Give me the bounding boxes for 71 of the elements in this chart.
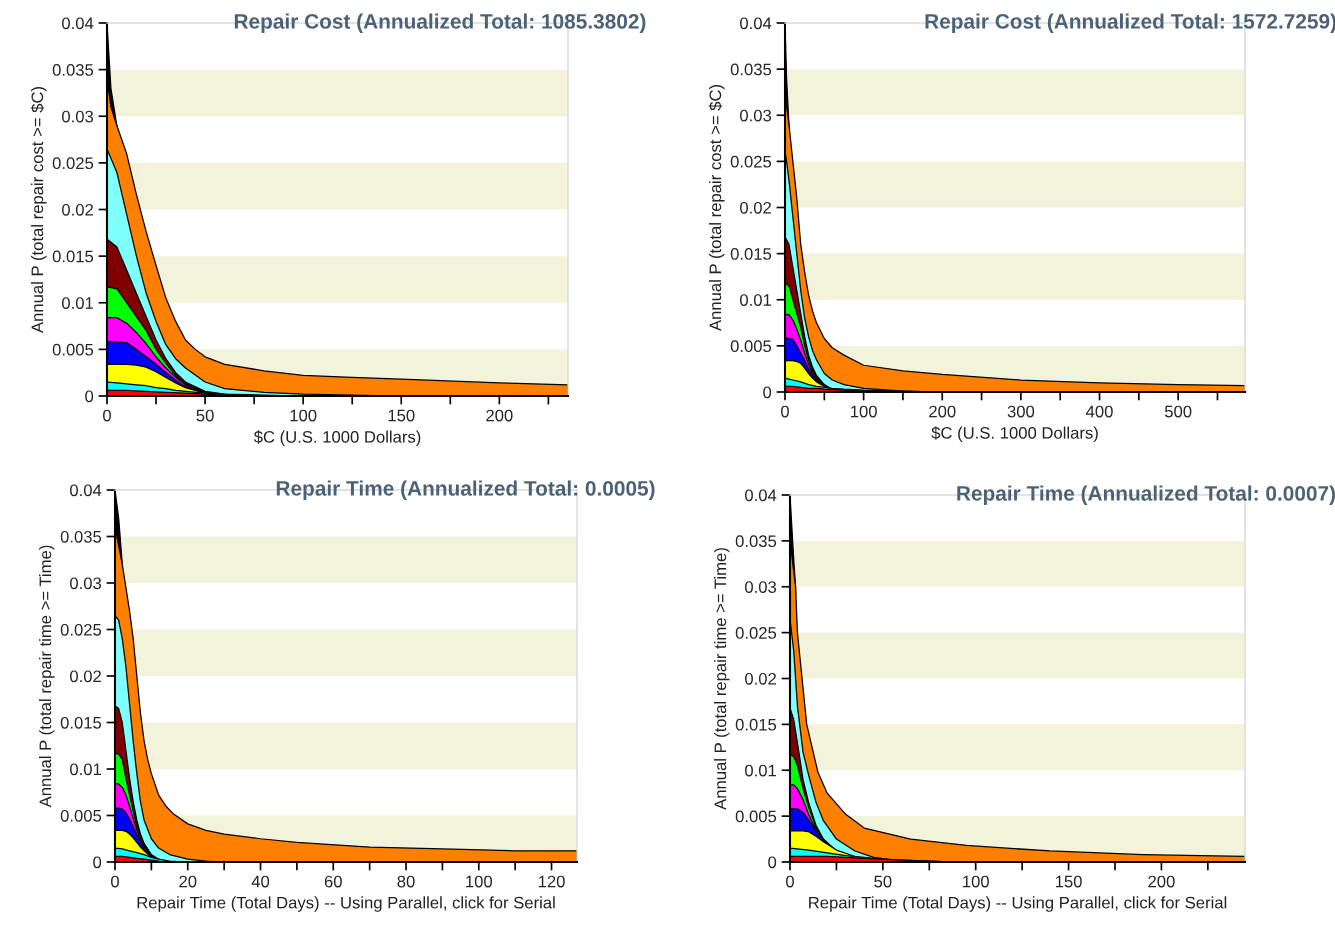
x-tick-label: 150 bbox=[1055, 875, 1082, 888]
y-tick-label: 0.02 bbox=[70, 670, 101, 683]
y-tick-label: 0.01 bbox=[62, 297, 93, 309]
x-tick-label: 100 bbox=[466, 875, 493, 888]
x-tick-label: 0 bbox=[786, 875, 794, 888]
y-tick-label: 0.04 bbox=[70, 484, 102, 497]
x-tick-label: 0 bbox=[111, 875, 119, 888]
y-tick-label: 0.01 bbox=[70, 763, 101, 776]
x-tick-label: 200 bbox=[929, 405, 956, 418]
x-tick-label: 20 bbox=[179, 875, 197, 888]
y-tick-label: 0.03 bbox=[745, 581, 777, 593]
y-tick-label: 0.02 bbox=[62, 203, 93, 216]
x-tick-label: 60 bbox=[324, 875, 342, 888]
y-tick-label: 0.025 bbox=[730, 155, 772, 168]
y-tick-label: 0.01 bbox=[745, 764, 776, 777]
x-tick-label: 50 bbox=[196, 409, 214, 422]
y-tick-label: 0.035 bbox=[735, 535, 777, 548]
x-tick-label: 200 bbox=[486, 409, 513, 422]
x-tick-label: 500 bbox=[1164, 405, 1192, 418]
x-tick-label: 100 bbox=[963, 875, 989, 888]
y-tick-label: 0 bbox=[85, 390, 94, 403]
y-tick-label: 0.025 bbox=[52, 157, 94, 170]
x-tick-label: 150 bbox=[388, 409, 415, 422]
y-tick-label: 0.04 bbox=[740, 17, 772, 30]
y-tick-label: 0.005 bbox=[730, 340, 772, 353]
y-tick-label: 0.005 bbox=[735, 810, 777, 823]
y-tick-label: 0.03 bbox=[70, 577, 102, 590]
y-tick-label: 0.015 bbox=[735, 718, 777, 731]
x-tick-label: 100 bbox=[290, 409, 317, 422]
x-tick-label: 400 bbox=[1086, 405, 1113, 418]
x-tick-label: 40 bbox=[251, 875, 270, 888]
y-tick-label: 0.025 bbox=[60, 623, 102, 636]
chart-title: Repair Cost (Annualized Total: 1572.7259) bbox=[925, 13, 1335, 33]
x-axis-title: Repair Time (Total Days) -- Using Parallel, click for Serial bbox=[809, 896, 1227, 912]
x-tick-label: 50 bbox=[874, 875, 892, 888]
y-tick-label: 0.035 bbox=[60, 530, 102, 543]
x-tick-label: 200 bbox=[1148, 875, 1175, 888]
y-tick-label: 0.035 bbox=[52, 64, 94, 76]
y-tick-label: 0.04 bbox=[62, 17, 94, 30]
chart-title: Repair Cost (Annualized Total: 1085.3802) bbox=[234, 13, 646, 33]
y-tick-label: 0.005 bbox=[60, 809, 102, 822]
y-tick-label: 0 bbox=[93, 856, 102, 869]
y-axis-title: Annual P (total repair cost >= $C) bbox=[708, 85, 725, 331]
y-tick-label: 0.02 bbox=[745, 672, 776, 685]
y-tick-label: 0 bbox=[763, 386, 772, 399]
y-axis-title: Annual P (total repair cost >= $C) bbox=[30, 87, 47, 333]
x-tick-label: 120 bbox=[538, 875, 565, 888]
x-tick-label: 100 bbox=[851, 405, 877, 418]
x-tick-label: 300 bbox=[1007, 405, 1035, 418]
y-axis-title: Annual P (total repair time >= Time) bbox=[714, 548, 730, 810]
y-tick-label: 0.005 bbox=[52, 343, 94, 356]
y-tick-label: 0.015 bbox=[730, 248, 772, 260]
y-tick-label: 0.03 bbox=[62, 110, 94, 123]
x-tick-label: 0 bbox=[103, 409, 111, 422]
y-tick-label: 0.04 bbox=[745, 489, 777, 502]
x-tick-label: 80 bbox=[397, 875, 415, 888]
y-tick-label: 0.01 bbox=[740, 294, 771, 306]
y-tick-label: 0.03 bbox=[740, 109, 772, 122]
y-tick-label: 0.025 bbox=[735, 627, 777, 639]
x-axis-title: $C (U.S. 1000 Dollars) bbox=[931, 426, 1098, 443]
x-axis-title: Repair Time (Total Days) -- Using Parallel, click for Serial bbox=[137, 896, 555, 912]
y-axis-title: Annual P (total repair time >= Time) bbox=[39, 545, 55, 808]
y-tick-label: 0.035 bbox=[730, 63, 772, 76]
y-tick-label: 0.015 bbox=[60, 716, 102, 729]
chart-title: Repair Time (Annualized Total: 0.0005) bbox=[276, 480, 655, 500]
y-tick-label: 0.02 bbox=[740, 201, 771, 214]
chart-title: Repair Time (Annualized Total: 0.0007) bbox=[957, 485, 1335, 505]
y-tick-label: 0.015 bbox=[52, 250, 94, 263]
x-tick-label: 0 bbox=[781, 405, 789, 418]
y-tick-label: 0 bbox=[768, 856, 777, 869]
x-axis-title: $C (U.S. 1000 Dollars) bbox=[253, 430, 421, 447]
